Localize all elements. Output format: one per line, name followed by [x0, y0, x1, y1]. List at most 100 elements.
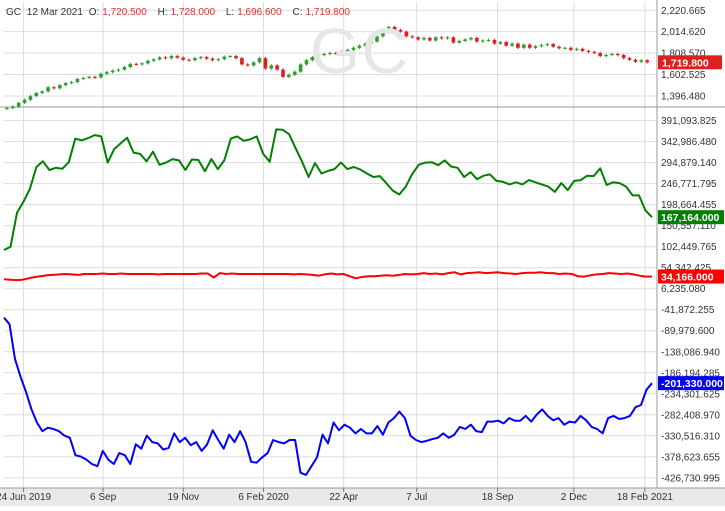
candle-body: [128, 63, 133, 67]
candle-body: [5, 108, 9, 110]
close-value: 1,719.800: [305, 7, 350, 18]
candle-body: [263, 58, 268, 69]
date-tick-label: 6 Sep: [90, 492, 117, 503]
date-tick-label: 22 Apr: [329, 492, 359, 503]
date-tick-label: 2 Dec: [561, 492, 587, 503]
candle-body: [22, 99, 27, 103]
candle-body: [104, 72, 109, 74]
close-label: C:: [292, 7, 303, 18]
candle-body: [93, 76, 97, 78]
candle-body: [240, 58, 244, 65]
series-last-value-badge: [658, 376, 724, 391]
candle-body: [10, 106, 15, 109]
candle-body: [298, 64, 303, 72]
candle-body: [351, 47, 356, 50]
candle-body: [527, 44, 532, 48]
candle-body: [163, 57, 168, 59]
series-last-value-label: -201,330.000: [661, 378, 723, 390]
candle-body: [339, 51, 344, 54]
price-y-tick-label: 1,396.480: [661, 91, 706, 102]
date-tick-label: 18 Feb 2021: [617, 492, 674, 503]
high-label: H:: [157, 7, 168, 18]
low-label: L:: [225, 7, 235, 18]
candle-body: [81, 77, 86, 79]
last-price-badge: [658, 55, 722, 70]
candle-body: [175, 56, 180, 58]
candle-body: [392, 26, 397, 31]
candle-body: [234, 56, 238, 59]
candle-body: [569, 47, 573, 50]
oscillator-series: [3, 128, 653, 476]
candle-body: [451, 37, 456, 43]
date-tick-label: 19 Nov: [167, 492, 199, 503]
candle-body: [328, 52, 332, 54]
price-y-tick-label: 2,014.620: [661, 27, 706, 38]
candle-body: [369, 41, 373, 44]
candle-body: [445, 37, 450, 39]
oscillator-y-tick-label: 391,093.825: [661, 116, 717, 127]
candle-body: [40, 91, 45, 93]
candle-body: [633, 59, 638, 62]
candle-body: [551, 44, 556, 47]
price-y-tick-label: 2,220.665: [661, 6, 706, 17]
candle-body: [28, 96, 33, 100]
candle-body: [316, 55, 321, 58]
candle-body: [398, 30, 403, 32]
candle-body: [363, 43, 368, 46]
series-line-2: [3, 317, 653, 476]
candle-body: [187, 59, 191, 61]
candle-body: [510, 43, 514, 46]
candle-body: [615, 54, 620, 56]
candle-body: [621, 55, 626, 59]
high-value: 1,728.000: [170, 7, 216, 18]
oscillator-y-tick-label: 342,986.480: [661, 137, 717, 148]
candle-body: [463, 39, 467, 41]
price-candles: [5, 25, 650, 111]
price-y-tick-label: 1,808.570: [661, 49, 706, 60]
series-last-value-label: 167,164.000: [661, 212, 720, 224]
candle-body: [310, 57, 315, 61]
candle-body: [157, 57, 162, 60]
ohlc-info-bar: GC 12 Mar 2021 O: 1,720.500 H: 1,728.000 L…: [6, 7, 358, 18]
date-axis-band: [0, 488, 725, 506]
candle-body: [69, 82, 74, 84]
series-line-0: [3, 128, 653, 251]
candle-body: [639, 60, 644, 62]
candle-body: [410, 36, 415, 38]
candle-body: [610, 54, 614, 56]
candle-body: [545, 44, 550, 46]
candle-body: [404, 31, 409, 37]
oscillator-y-tick-label: 54,342.425: [661, 263, 711, 274]
candle-body: [304, 60, 309, 65]
date-label: 12 Mar 2021: [26, 7, 83, 18]
candle-body: [492, 39, 497, 44]
candle-body: [75, 78, 80, 83]
candle-body: [46, 87, 50, 92]
candle-body: [322, 54, 326, 56]
candle-body: [416, 37, 420, 40]
candle-body: [116, 69, 121, 71]
oscillator-y-tick-label: 6,235.080: [661, 284, 706, 295]
symbol-watermark: GC: [310, 15, 410, 87]
candle-body: [151, 59, 156, 61]
candle-body: [122, 67, 127, 70]
candle-body: [257, 58, 262, 63]
series-last-value-badge: [658, 269, 724, 284]
candle-body: [245, 64, 250, 66]
candle-body: [598, 52, 603, 57]
oscillator-y-tick-label: -282,408.970: [661, 410, 720, 421]
candle-body: [422, 37, 426, 40]
candle-body: [381, 32, 385, 37]
candle-body: [269, 65, 274, 69]
candle-body: [586, 50, 591, 52]
candle-body: [16, 102, 21, 107]
candle-body: [563, 47, 567, 49]
candle-body: [275, 65, 279, 70]
candle-body: [198, 57, 203, 59]
candle-body: [345, 49, 350, 52]
candle-body: [574, 48, 579, 50]
candle-body: [146, 60, 150, 64]
candle-body: [140, 63, 144, 65]
